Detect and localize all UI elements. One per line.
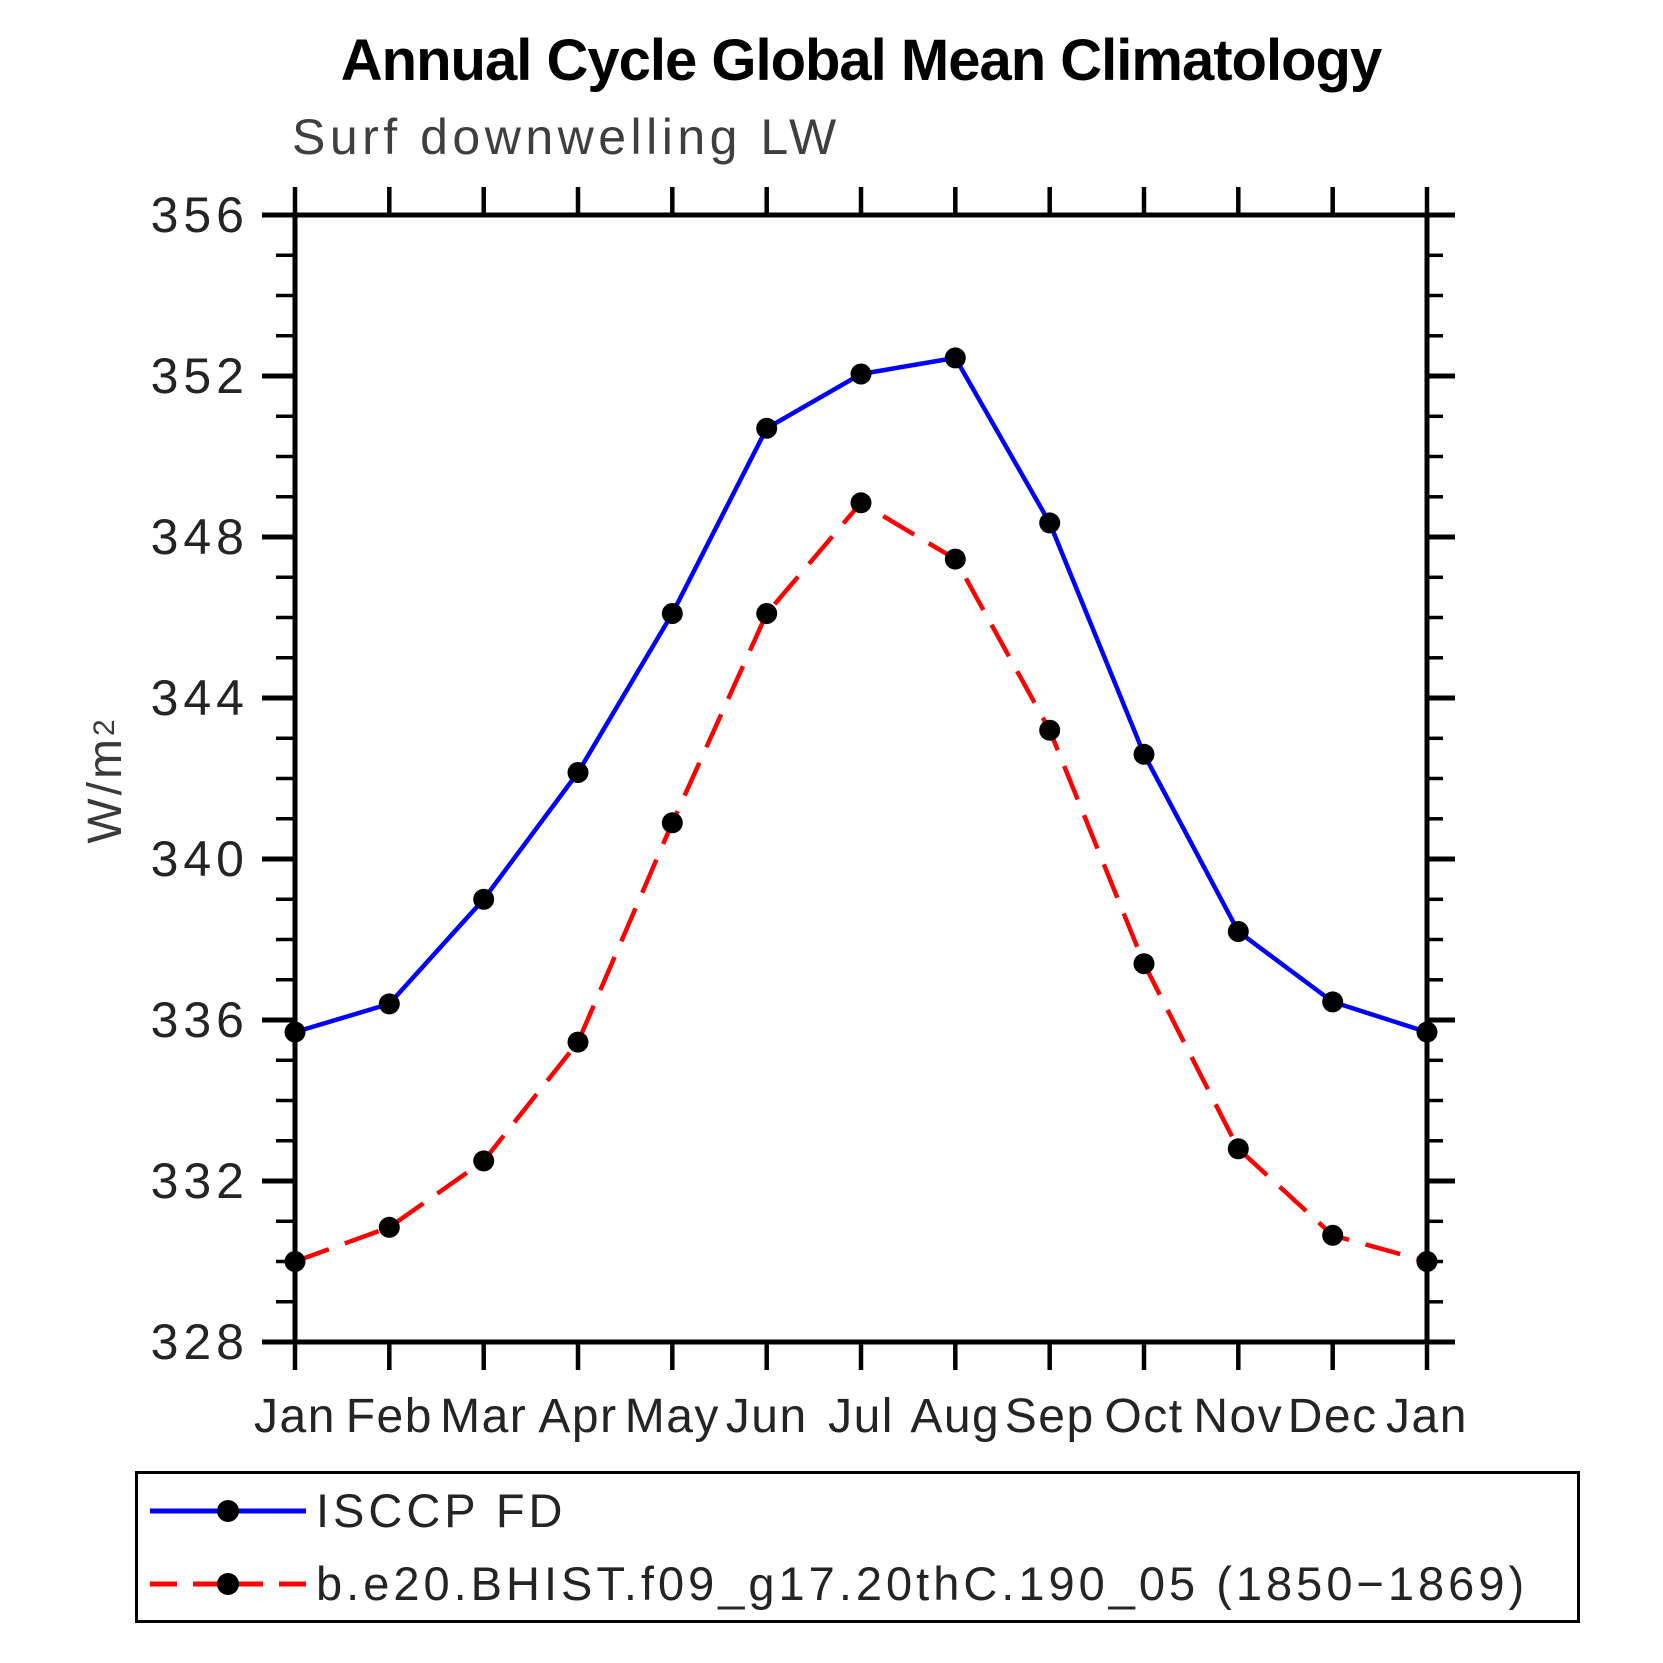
- data-point-marker: [567, 762, 589, 783]
- y-tick-label: 336: [151, 992, 249, 1048]
- data-point-marker: [944, 548, 966, 570]
- x-tick-label: Oct: [1104, 1390, 1183, 1443]
- data-point-marker: [1039, 719, 1061, 741]
- chart-title: Annual Cycle Global Mean Climatology: [340, 28, 1382, 93]
- legend-item-label: b.e20.BHIST.f09_g17.20thC.190_05 (1850−1…: [316, 1557, 1529, 1610]
- y-tick-label: 348: [151, 509, 249, 565]
- series-line: [294, 355, 1428, 1035]
- data-point-marker: [284, 1251, 306, 1272]
- x-tick-label: Jan: [254, 1390, 336, 1443]
- data-point-marker: [1322, 991, 1344, 1013]
- x-tick-label: Dec: [1288, 1390, 1378, 1443]
- data-point-marker: [944, 347, 966, 369]
- data-point-marker: [1133, 953, 1155, 975]
- data-point-marker: [661, 603, 683, 624]
- x-tick-label: Aug: [910, 1390, 1000, 1443]
- data-point-marker: [1039, 512, 1061, 534]
- legend-item: b.e20.BHIST.f09_g17.20thC.190_05 (1850−1…: [138, 1547, 1577, 1620]
- plot-frame: [292, 212, 1430, 1345]
- legend-item: ISCCP FD: [138, 1474, 1577, 1547]
- y-tick-label: 352: [151, 348, 249, 404]
- data-point-marker: [661, 812, 683, 834]
- data-point-marker: [850, 492, 872, 514]
- data-point-marker: [378, 1216, 400, 1238]
- legend-dot-marker-icon: [217, 1572, 239, 1595]
- data-point-marker: [756, 603, 778, 624]
- x-tick-label: Sep: [1005, 1390, 1095, 1443]
- series-line: [294, 499, 1428, 1264]
- chart-subtitle: Surf downwelling LW: [292, 109, 841, 165]
- legend-line-sample: [150, 1499, 306, 1522]
- legend: ISCCP FD b.e20.BHIST.f09_g17.20thC.190_0…: [135, 1471, 1580, 1623]
- data-point-marker: [567, 1031, 589, 1053]
- data-point-marker: [284, 1021, 306, 1043]
- y-tick-label: 356: [151, 187, 249, 243]
- x-tick-label: Feb: [346, 1390, 433, 1443]
- x-tick-label: Mar: [440, 1390, 527, 1443]
- data-point-marker: [1133, 743, 1155, 765]
- y-tick-label: 340: [151, 831, 249, 887]
- y-tick-label: 344: [151, 670, 249, 726]
- x-tick-label: Jul: [828, 1390, 894, 1443]
- x-tick-label: May: [625, 1390, 720, 1443]
- data-point-marker: [378, 993, 400, 1015]
- data-point-marker: [473, 888, 495, 910]
- data-point-marker: [756, 417, 778, 439]
- x-tick-label: Jan: [1386, 1390, 1468, 1443]
- y-tick-label: 332: [151, 1153, 249, 1209]
- legend-dot-marker-icon: [217, 1499, 239, 1522]
- data-point-marker: [1416, 1251, 1438, 1272]
- data-point-marker: [473, 1150, 495, 1172]
- data-point-marker: [1227, 1138, 1249, 1160]
- data-point-marker: [1227, 921, 1249, 942]
- data-point-marker: [850, 363, 872, 385]
- data-point-marker: [1416, 1021, 1438, 1043]
- y-tick-label: 328: [151, 1314, 249, 1370]
- data-point-marker: [1322, 1224, 1344, 1246]
- legend-line-sample: [150, 1572, 306, 1595]
- legend-item-label: ISCCP FD: [316, 1484, 567, 1537]
- x-tick-label: Jun: [726, 1390, 808, 1443]
- x-tick-label: Nov: [1193, 1390, 1283, 1443]
- x-tick-label: Apr: [538, 1390, 617, 1443]
